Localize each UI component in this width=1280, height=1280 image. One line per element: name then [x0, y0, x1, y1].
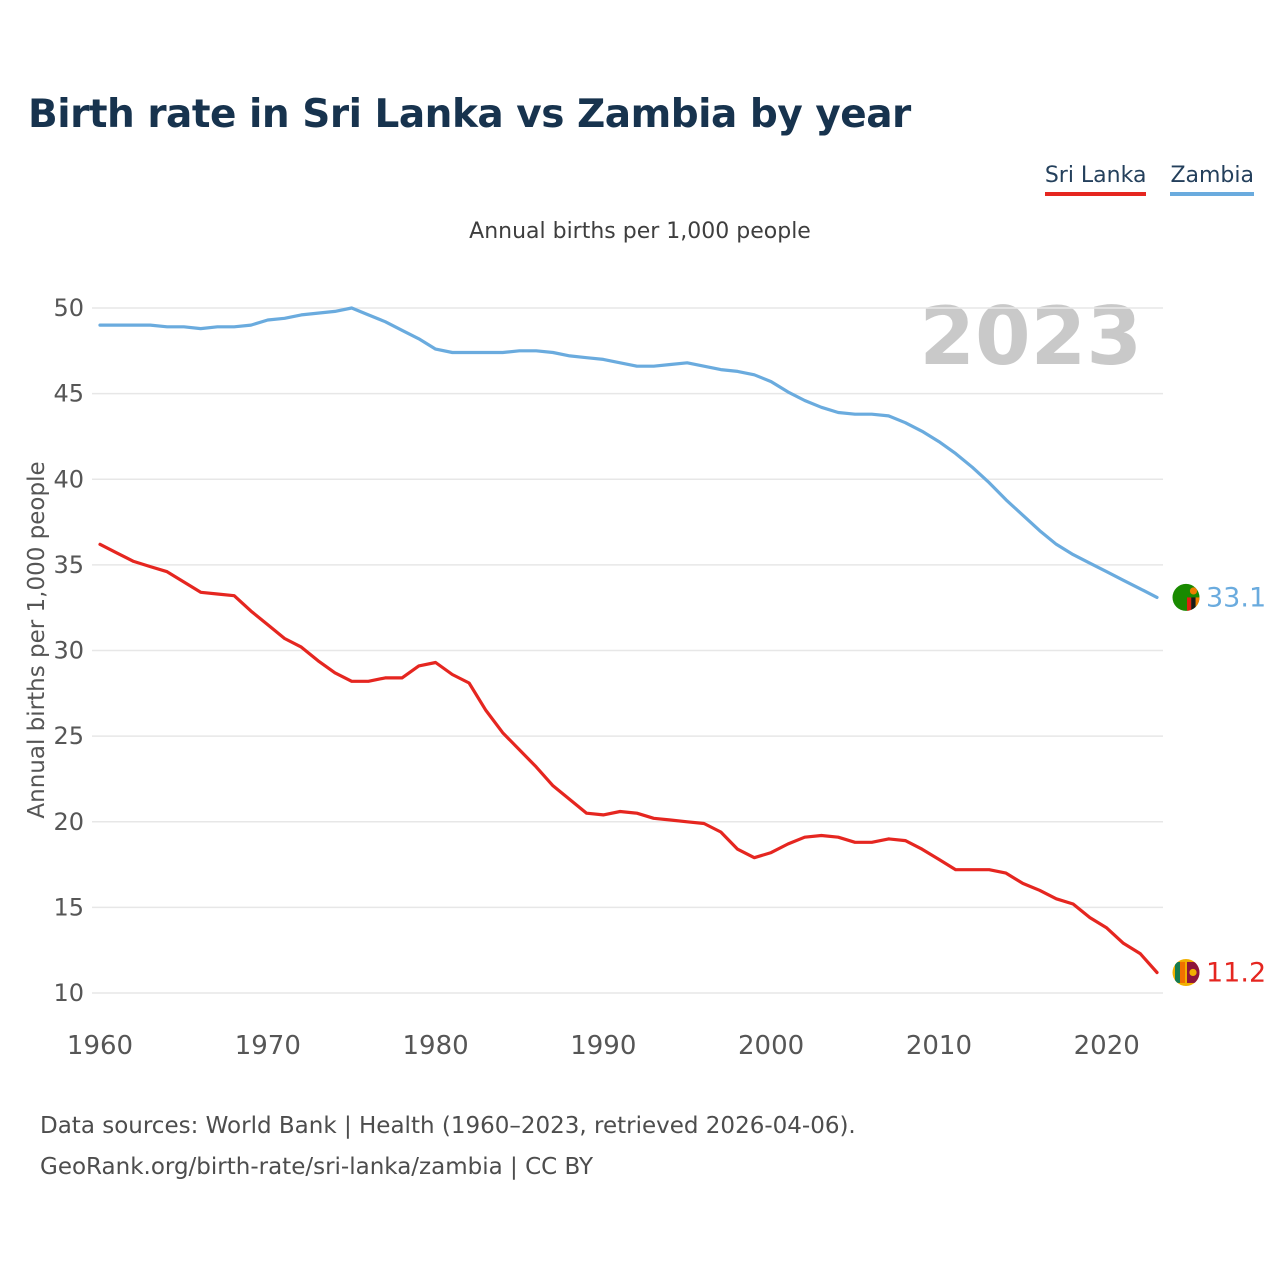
y-axis-title: Annual births per 1,000 people [24, 461, 50, 818]
chart-title: Birth rate in Sri Lanka vs Zambia by yea… [28, 92, 911, 137]
data-sources-line: Data sources: World Bank | Health (1960–… [40, 1113, 856, 1139]
y-tick-label: 20 [53, 808, 84, 836]
series-line-zambia [98, 306, 1159, 599]
x-tick-label: 2010 [906, 1031, 972, 1061]
series-line-sri-lanka [98, 542, 1159, 975]
x-tick-label: 1960 [67, 1031, 133, 1061]
zambia-flag-icon [1172, 583, 1200, 611]
chart-subtitle: Annual births per 1,000 people [469, 219, 811, 244]
x-tick-label: 2000 [738, 1031, 804, 1061]
y-tick-label: 30 [53, 637, 84, 665]
plot-area: 10 15 20 25 30 35 40 45 50 1960 1970 1980 1990 2000 20… [53, 294, 1266, 1061]
y-tick-label: 35 [53, 551, 84, 579]
y-tick-label: 10 [53, 979, 84, 1007]
sri-lanka-flag-icon [1172, 959, 1200, 986]
legend-item-sri-lanka[interactable]: Sri Lanka [1044, 163, 1147, 196]
y-tick-label: 15 [53, 893, 84, 921]
y-tick-label: 40 [53, 465, 84, 493]
chart-footer: Data sources: World Bank | Health (1960–… [40, 1106, 856, 1188]
x-tick-label: 2020 [1074, 1031, 1140, 1061]
legend-item-zambia[interactable]: Zambia [1170, 163, 1254, 196]
y-tick-label: 50 [53, 294, 84, 322]
legend: Sri Lanka Zambia [1044, 163, 1254, 196]
x-tick-label: 1980 [403, 1031, 469, 1061]
x-tick-label: 1970 [235, 1031, 301, 1061]
x-tick-label: 1990 [570, 1031, 636, 1061]
end-value-label-zambia: 33.1 [1206, 582, 1266, 613]
watermark-year: 2023 [919, 290, 1142, 383]
y-tick-label: 25 [53, 722, 84, 750]
attribution-line: GeoRank.org/birth-rate/sri-lanka/zambia … [40, 1153, 594, 1180]
y-tick-label: 45 [53, 380, 84, 408]
end-value-label-sri-lanka: 11.2 [1206, 958, 1266, 989]
line-chart: 2023 Annual births per 1,000 people 10 15… [24, 290, 1266, 1061]
